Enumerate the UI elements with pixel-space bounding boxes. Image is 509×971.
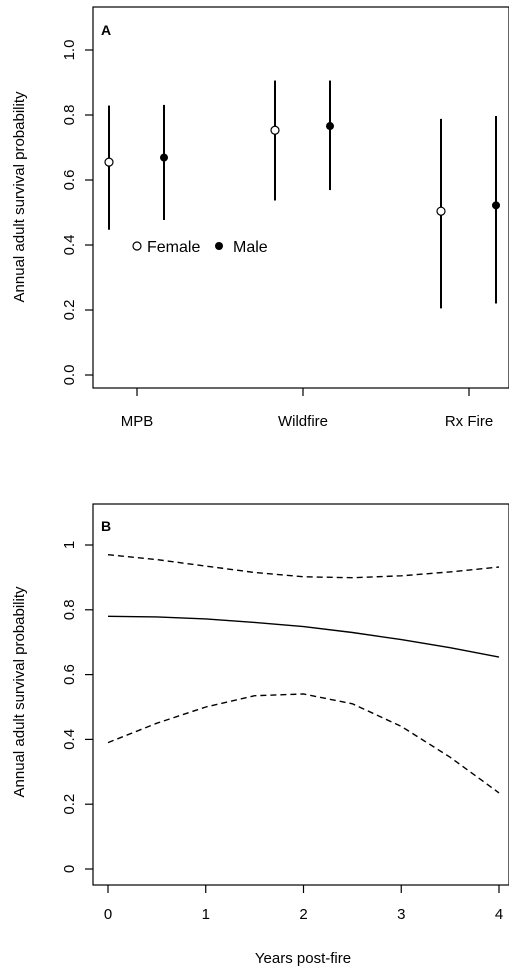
panel-b: B Annual adult survival probability Year… [11, 503, 509, 967]
y-tick-label: 0.8 [61, 105, 78, 126]
panel-a-plot-area [104, 80, 500, 309]
estimate-line [107, 615, 500, 658]
y-tick-label: 0 [61, 865, 78, 873]
panel-b-frame [92, 503, 509, 886]
x-tick-label: MPB [121, 413, 154, 430]
legend-male-label: Male [233, 239, 268, 256]
data-point-female [270, 125, 280, 135]
panel-a-label: A [101, 22, 111, 38]
panel-a: A Annual adult survival probability 0.00… [11, 6, 509, 430]
panel-b-x-axis-title: Years post-fire [255, 950, 351, 967]
y-tick-label: 1 [61, 541, 78, 549]
y-tick-label: 0.2 [61, 300, 78, 321]
lower-ci-line [107, 693, 500, 794]
data-point-male [326, 122, 334, 131]
y-tick-label: 0.0 [61, 365, 78, 386]
upper-ci-line [107, 554, 500, 579]
x-tick-label: 0 [104, 906, 112, 923]
panel-b-label: B [101, 518, 111, 534]
y-tick-label: 0.6 [61, 664, 78, 685]
panel-a-x-axis: MPB Wildfire Rx Fire [121, 388, 493, 430]
panel-a-frame [92, 6, 509, 389]
panel-a-y-axis: 0.0 0.2 0.4 0.6 0.8 1.0 [61, 40, 93, 386]
y-tick-label: 0.2 [61, 794, 78, 815]
y-tick-label: 0.6 [61, 170, 78, 191]
data-point-female [104, 157, 114, 167]
panel-a-legend: Female Male [132, 239, 268, 256]
panel-b-plot-area [107, 554, 500, 794]
y-tick-label: 0.4 [61, 729, 78, 750]
panel-b-x-axis: 0 1 2 3 4 [104, 885, 503, 923]
x-tick-label: 4 [495, 906, 503, 923]
panel-b-y-axis: 0 0.2 0.4 0.6 0.8 1 [61, 541, 93, 873]
x-tick-label: 3 [397, 906, 405, 923]
y-tick-label: 0.8 [61, 599, 78, 620]
y-tick-label: 0.4 [61, 235, 78, 256]
panel-a-y-axis-title: Annual adult survival probability [11, 91, 28, 302]
panel-b-y-axis-title: Annual adult survival probability [11, 586, 28, 797]
y-tick-label: 1.0 [61, 40, 78, 61]
legend-female-marker [132, 241, 142, 251]
data-point-male [492, 201, 500, 210]
legend-male-marker [215, 242, 223, 250]
x-tick-label: 1 [202, 906, 210, 923]
x-tick-label: 2 [299, 906, 307, 923]
x-tick-label: Wildfire [278, 413, 328, 430]
data-point-female [436, 206, 446, 216]
data-point-male [160, 153, 168, 162]
legend-female-label: Female [147, 239, 200, 256]
x-tick-label: Rx Fire [445, 413, 493, 430]
